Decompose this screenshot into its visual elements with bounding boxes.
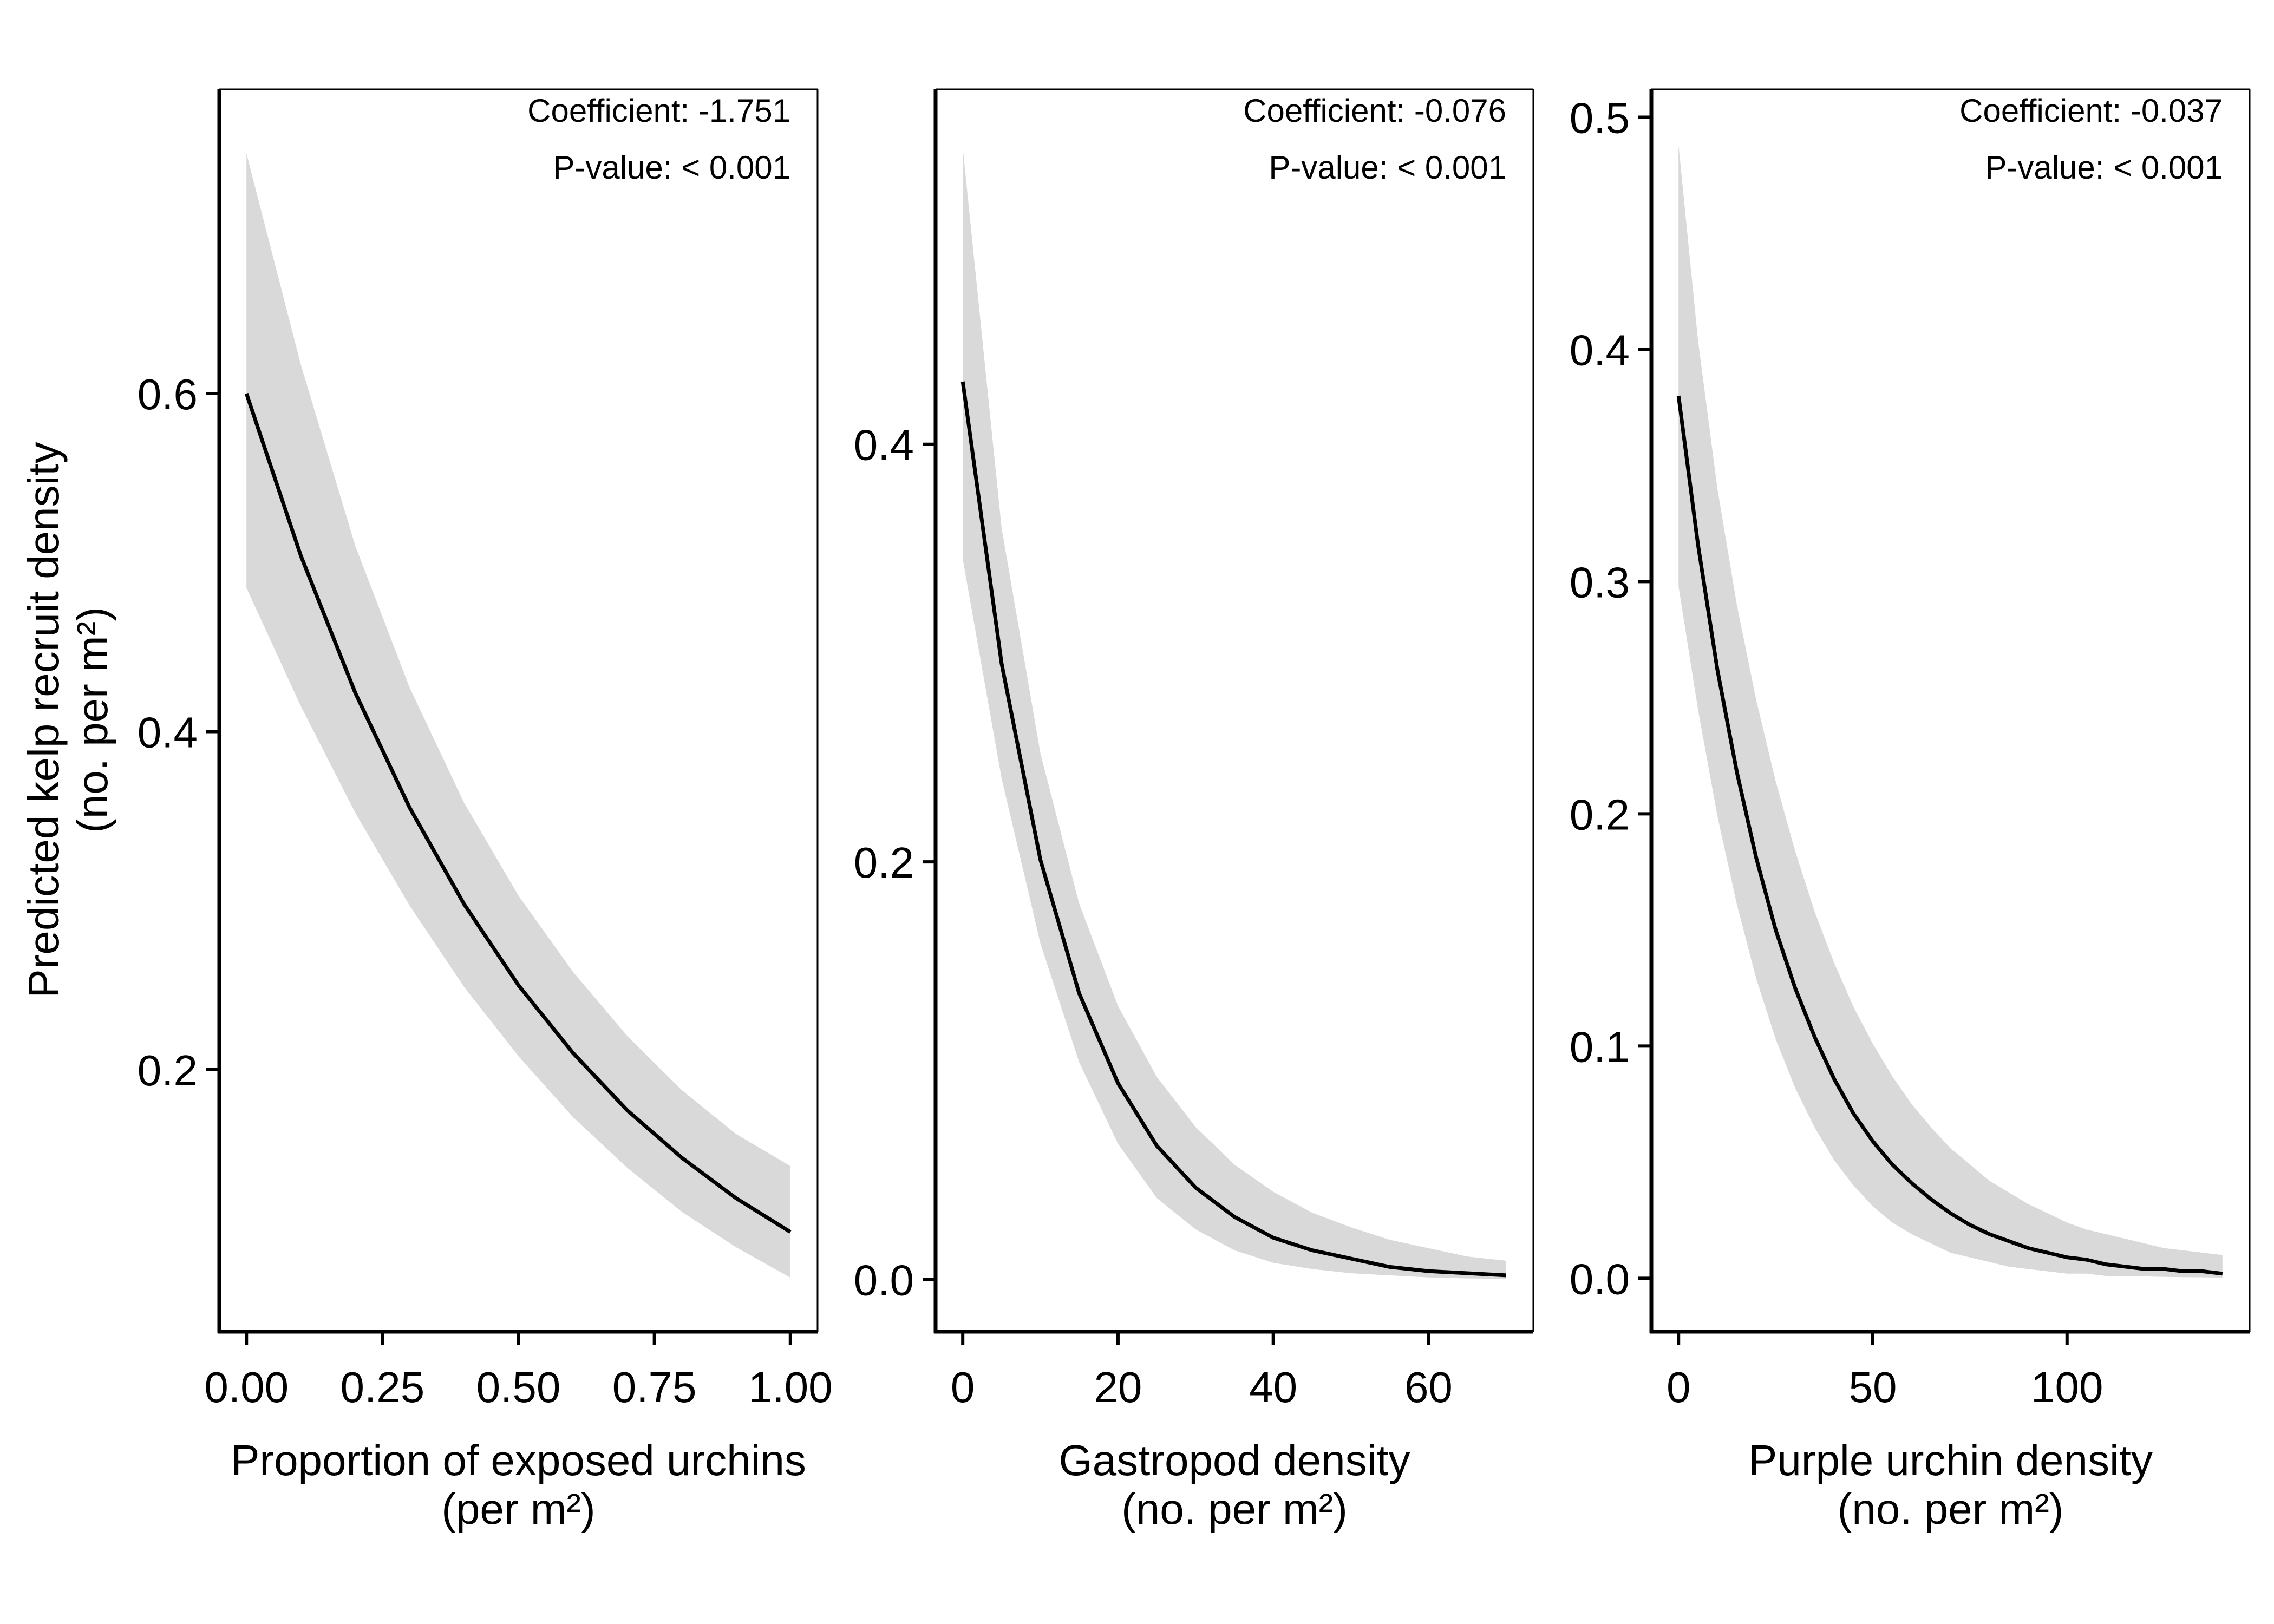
chart-panel-right: 0.0 0.1 0.2 0.3 0.4 0.5 0 50 100 Purple urchin de… bbox=[1570, 88, 2251, 1533]
y-tick-label-right: 0.0 bbox=[1570, 1255, 1630, 1303]
y-tick-label-right: 0.4 bbox=[1570, 326, 1630, 374]
p-value-annotation-left: P-value: < 0.001 bbox=[553, 149, 790, 186]
fitted-line-right bbox=[1676, 395, 2223, 1276]
x-axis-title-line1-left: Proportion of exposed urchins bbox=[231, 1436, 806, 1484]
x-axis-title-line2-left: (per m²) bbox=[441, 1485, 595, 1533]
x-tick-label-right: 100 bbox=[2031, 1363, 2103, 1411]
y-tick-label-right: 0.1 bbox=[1570, 1023, 1630, 1071]
y-tick-label-right: 0.5 bbox=[1570, 94, 1630, 142]
y-tick-label-right: 0.3 bbox=[1570, 558, 1630, 606]
x-tick-label-middle: 60 bbox=[1404, 1363, 1453, 1411]
coefficient-annotation-middle: Coefficient: -0.076 bbox=[1243, 93, 1506, 129]
x-axis-title-line2-right: (no. per m²) bbox=[1838, 1485, 2064, 1533]
y-tick-label-middle: 0.4 bbox=[854, 421, 914, 469]
x-axis-title-line2-middle: (no. per m²) bbox=[1121, 1485, 1348, 1533]
x-tick-label-middle: 0 bbox=[951, 1363, 975, 1411]
x-axis-title-line1-middle: Gastropod density bbox=[1058, 1436, 1410, 1484]
x-tick-label-left: 0.00 bbox=[204, 1363, 289, 1411]
coefficient-annotation-right: Coefficient: -0.037 bbox=[1959, 93, 2223, 129]
confidence-ribbon-right bbox=[1678, 145, 2223, 1278]
x-tick-label-middle: 40 bbox=[1249, 1363, 1297, 1411]
x-tick-label-left: 0.75 bbox=[612, 1363, 697, 1411]
x-tick-label-right: 50 bbox=[1849, 1363, 1897, 1411]
y-tick-label-right: 0.2 bbox=[1570, 790, 1630, 839]
panels: 0.20.40.60.00 0.25 0.50 0.75 1.00Proportion … bbox=[138, 88, 2251, 1533]
x-tick-label-right: 0 bbox=[1667, 1363, 1691, 1411]
x-axis-title-line1-right: Purple urchin density bbox=[1748, 1436, 2153, 1484]
y-tick-label-left: 0.2 bbox=[138, 1046, 198, 1095]
coefficient-annotation-left: Coefficient: -1.751 bbox=[527, 93, 790, 129]
confidence-ribbon-middle bbox=[963, 148, 1506, 1279]
fitted-line-left bbox=[244, 392, 792, 1234]
y-tick-label-middle: 0.0 bbox=[854, 1256, 914, 1305]
y-axis-label-line1: Predicted kelp recruit density bbox=[19, 442, 68, 998]
y-tick-label-middle: 0.2 bbox=[854, 839, 914, 887]
x-tick-label-left: 1.00 bbox=[748, 1363, 833, 1411]
p-value-annotation-middle: P-value: < 0.001 bbox=[1269, 149, 1506, 186]
x-tick-label-left: 0.25 bbox=[341, 1363, 425, 1411]
fitted-line-middle bbox=[960, 381, 1506, 1278]
y-tick-label-left: 0.6 bbox=[138, 370, 198, 418]
y-axis-label-line2: (no. per m²) bbox=[68, 607, 116, 833]
x-tick-label-left: 0.50 bbox=[476, 1363, 561, 1411]
y-tick-label-left: 0.4 bbox=[138, 709, 198, 757]
chart-panel-left: 0.2 0.4 0.6 0.00 0.25 0.50 0.75 1.00 Proportion … bbox=[138, 88, 833, 1533]
chart-panel-middle: 0.0 0.2 0.4 0 20 40 60 Gastropod density(no. pe… bbox=[854, 88, 1534, 1533]
confidence-ribbon-left bbox=[246, 153, 790, 1278]
p-value-annotation-right: P-value: < 0.001 bbox=[1985, 149, 2223, 186]
x-tick-label-middle: 20 bbox=[1094, 1363, 1142, 1411]
